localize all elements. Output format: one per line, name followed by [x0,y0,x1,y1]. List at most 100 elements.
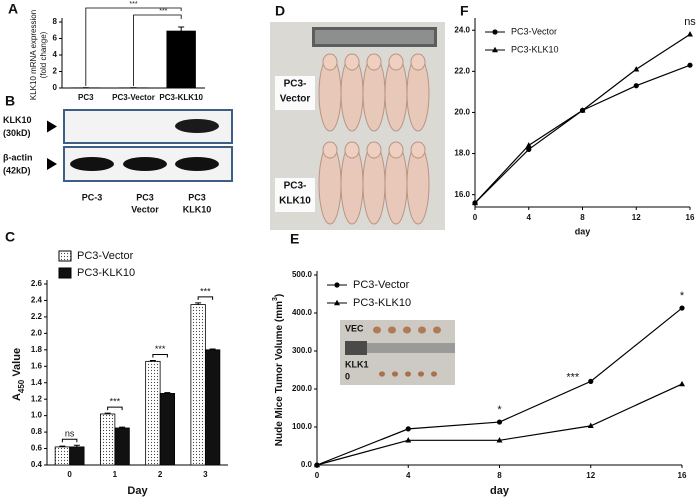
x-tick-label: 12 [586,471,595,480]
bar [166,30,196,89]
decoration [275,178,315,212]
y-tick-label: 2 [53,67,58,76]
legend-label: PC3-KLK10 [77,267,135,279]
significance: * [680,290,685,302]
x-tick-label: 8 [497,471,502,480]
y-tick-label: 100.0 [292,422,313,431]
x-axis-label: Day [127,485,148,497]
line [474,64,691,204]
decoration [133,14,182,86]
decoration [85,7,182,86]
y-axis-label-part: Nude Mice Tumor Volume (mm [274,301,285,446]
bar [204,349,221,466]
point [314,461,320,468]
decoration [366,141,382,159]
legend-marker [492,46,498,53]
y-tick-label: 0.6 [31,444,43,453]
decoration [392,371,398,377]
legend-swatch [58,267,72,279]
significance: *** [566,371,580,383]
x-tick-label: 0 [473,213,478,222]
decoration [388,53,404,71]
significance: *** [155,344,166,354]
x-tick-label: 3 [203,470,208,479]
decoration [123,157,167,171]
y-tick-label: 20.0 [454,108,470,117]
point [496,419,503,425]
label: PC3 [136,192,154,202]
decoration [345,341,367,355]
x-tick-label: PC3-KLK10 [159,93,203,102]
significance: * [497,404,502,416]
y-axis-label: A450 Value [11,348,26,401]
significance: *** [200,286,211,296]
error-bar [209,348,216,350]
decoration [61,438,78,443]
significance: *** [110,397,121,407]
x-tick-label: 12 [632,213,641,222]
x-axis-label: day [575,226,591,236]
x-tick-label: 8 [580,213,585,222]
point [587,422,594,429]
error-bar [73,444,80,447]
bar [190,304,206,466]
label: Vector [131,204,159,214]
decoration [410,53,426,71]
decoration [373,326,381,334]
point [633,83,639,89]
x-axis-label: day [490,485,510,497]
point [526,146,532,153]
legend-label: PC3-Vector [511,26,557,36]
y-tick-label: 400.0 [292,308,313,317]
point [579,107,586,113]
x-tick-label: 1 [113,470,118,479]
point [525,142,532,148]
y-tick-label: 2.2 [31,312,43,321]
legend-marker [334,282,340,288]
x-tick-label: 4 [406,471,411,480]
y-axis-label-part: Value [11,348,23,380]
label: Vector [280,94,311,105]
y-tick-label: 0.0 [301,460,313,469]
y-tick-label: 1.6 [31,361,43,370]
error-bar [104,412,111,414]
significance: ns [65,429,75,439]
label: PC3- [284,79,307,90]
legend-label: PC3-KLK10 [511,44,559,54]
label: (42kD) [3,165,31,175]
y-axis-label-part: 3 [272,297,279,301]
y-tick-label: 1.2 [31,394,43,403]
decoration [175,157,219,171]
point [588,378,594,384]
decoration [379,371,385,377]
x-tick-label: 16 [678,471,687,480]
panel-letter: F [460,3,469,19]
y-axis-label-part: 450 [17,379,26,393]
y-tick-label: 500.0 [292,270,313,279]
y-tick-label: 0 [53,83,58,92]
decoration [366,53,382,71]
y-tick-label: 4 [53,50,58,59]
panel-letter: B [5,93,15,109]
y-tick-label: 8 [53,17,58,26]
y-axis-label-part: A [11,393,23,401]
legend-marker [334,299,340,306]
panel-letter: D [275,3,285,19]
line [474,33,691,204]
y-axis-label: KLK10 mRNA expression [29,10,38,100]
label: PC3- [284,181,307,192]
legend-swatch [58,250,72,262]
y-tick-label: 1.8 [31,345,43,354]
point [633,66,640,72]
x-tick-label: 16 [686,213,695,222]
x-tick-label: 0 [315,471,320,480]
significance: ns [684,16,696,28]
decoration [152,354,168,358]
x-tick-label: 4 [527,213,532,222]
decoration [410,141,426,159]
point [405,426,411,432]
decoration [388,326,396,334]
decoration [322,141,338,159]
y-tick-label: 18.0 [454,149,470,158]
panel-letter: E [290,231,299,247]
